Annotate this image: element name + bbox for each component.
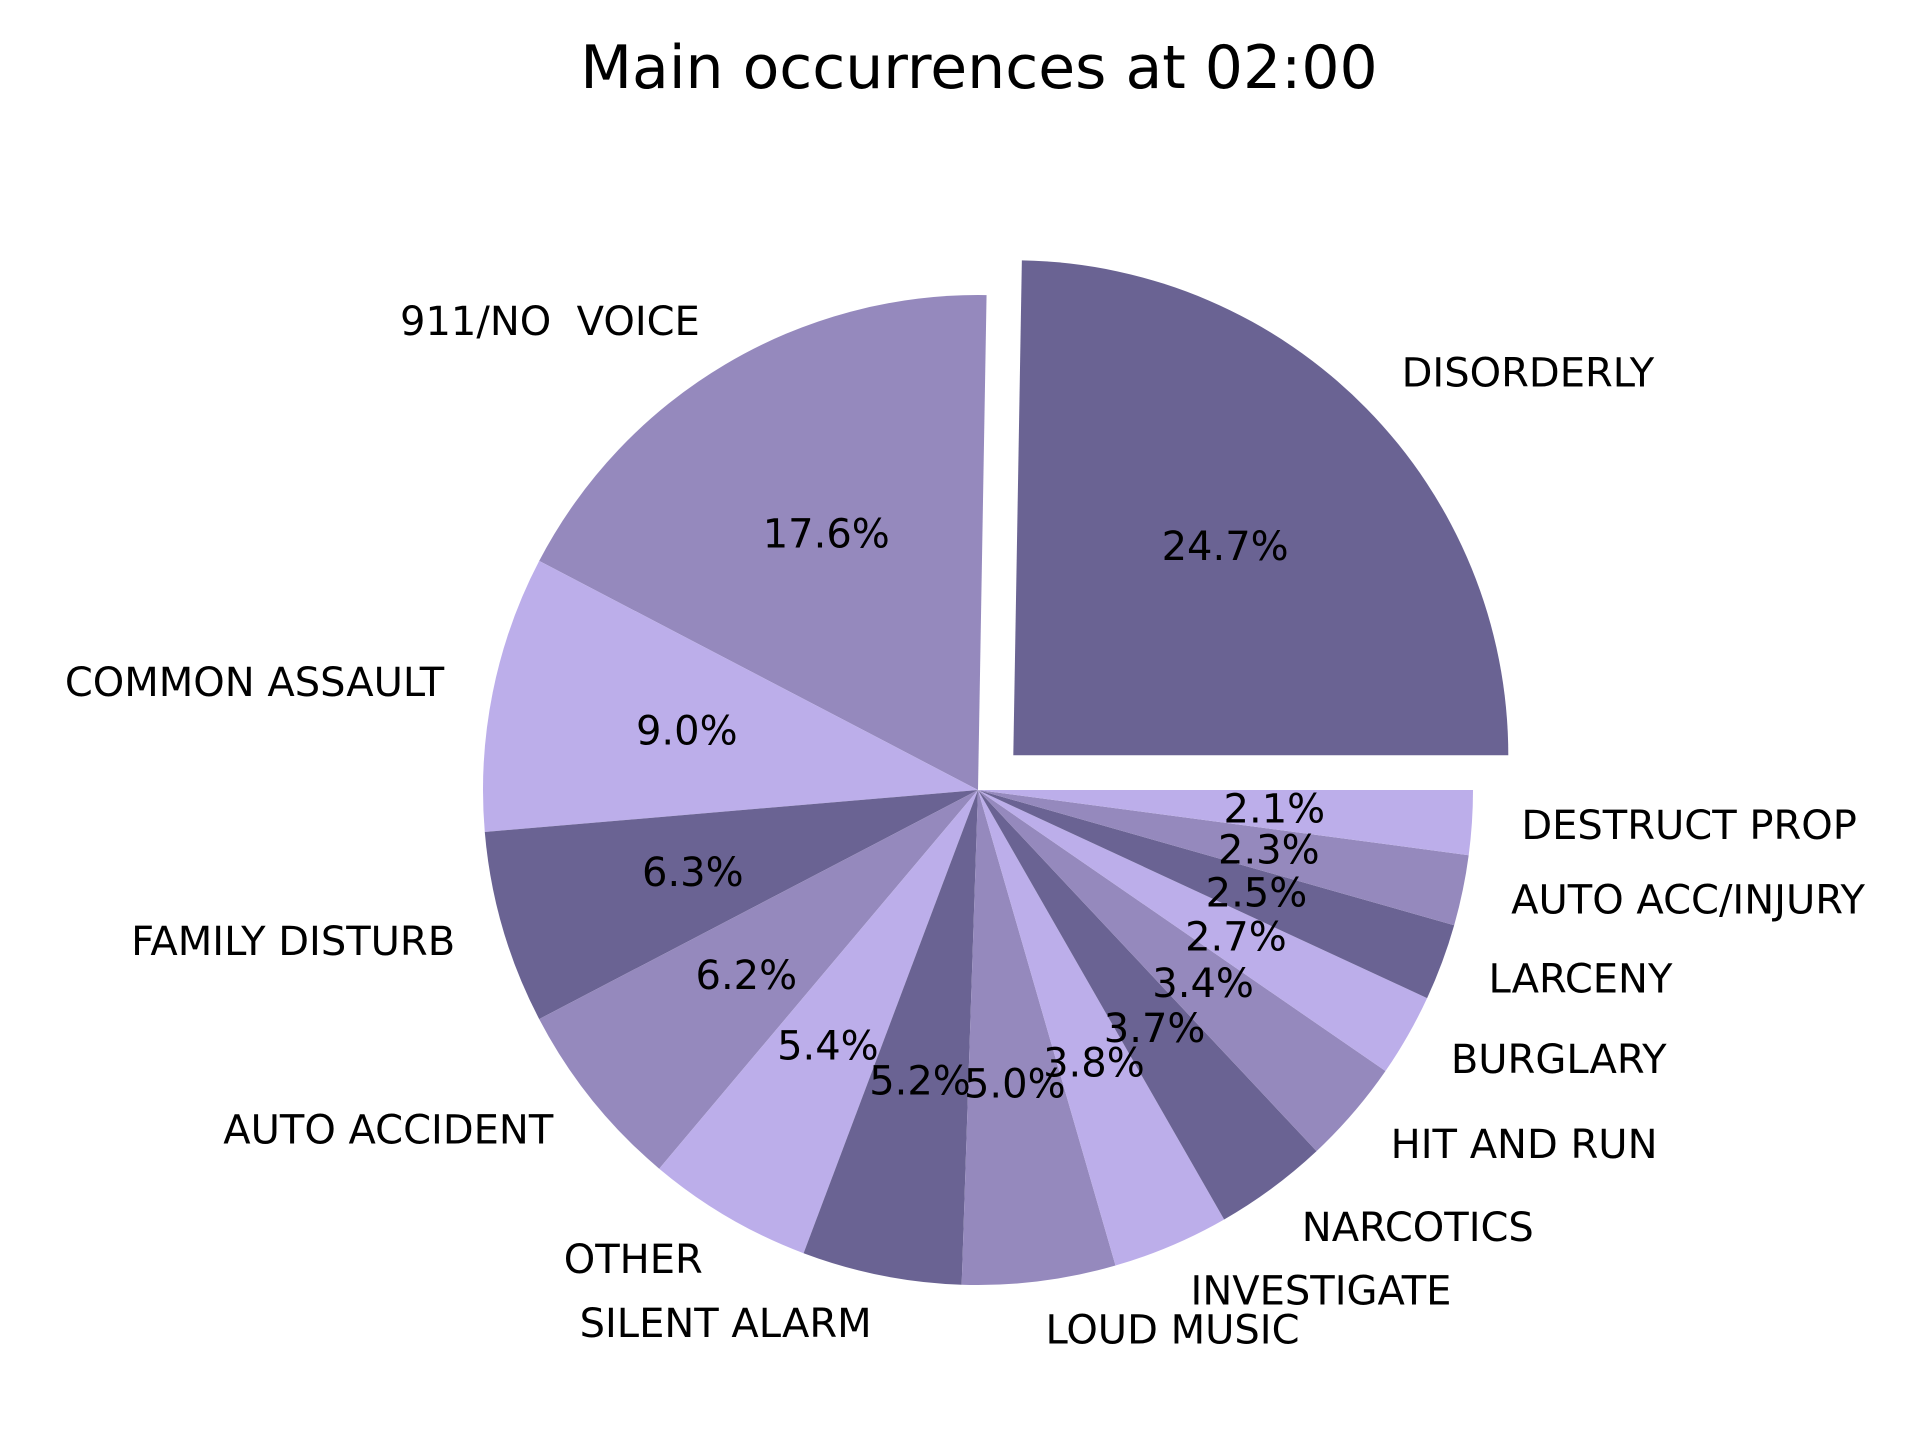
percent-label-hit-and-run: 3.4% — [1152, 961, 1254, 1007]
slice-label-narcotics: NARCOTICS — [1302, 1205, 1534, 1251]
slice-label-loud-music: LOUD MUSIC — [1045, 1307, 1299, 1353]
pie-slice-investigate — [978, 790, 1225, 1266]
pie-slice-family-disturb — [484, 790, 978, 1020]
percent-label-family-disturb: 6.3% — [642, 850, 744, 896]
pie-slice-loud-music — [961, 790, 1116, 1285]
pie-slice-hit-and-run — [978, 790, 1386, 1152]
pie-slice-larceny — [978, 790, 1455, 999]
slice-label-hit-and-run: HIT AND RUN — [1391, 1122, 1658, 1168]
percent-label-auto-accident: 6.2% — [696, 953, 798, 999]
percent-label-investigate: 3.8% — [1043, 1040, 1145, 1086]
percent-label-narcotics: 3.7% — [1104, 1006, 1206, 1052]
slice-label-911-no-voice: 911/NO VOICE — [400, 299, 700, 345]
pie-slice-common-assault — [483, 560, 978, 832]
percent-label-silent-alarm: 5.2% — [869, 1058, 971, 1104]
slice-labels: DISORDERLY 911/NO VOICE COMMON ASSAULT FAMI… — [65, 299, 1866, 1353]
pie-slices — [483, 260, 1509, 1285]
pie-slice-disorderly — [1013, 260, 1509, 756]
pie-slice-auto-acc-injury — [978, 790, 1469, 926]
slice-label-auto-accident: AUTO ACCIDENT — [223, 1108, 554, 1154]
slice-label-investigate: INVESTIGATE — [1191, 1268, 1452, 1314]
percent-label-larceny: 2.5% — [1206, 870, 1308, 916]
pie-slice-narcotics — [978, 790, 1317, 1220]
chart-title: Main occurrences at 02:00 — [580, 33, 1377, 103]
slice-label-auto-acc-injury: AUTO ACC/INJURY — [1511, 878, 1865, 924]
percent-label-auto-acc-injury: 2.3% — [1218, 827, 1320, 873]
slice-label-silent-alarm: SILENT ALARM — [580, 1301, 872, 1347]
percent-label-loud-music: 5.0% — [964, 1062, 1066, 1108]
slice-label-larceny: LARCENY — [1488, 956, 1672, 1002]
slice-label-burglary: BURGLARY — [1451, 1037, 1667, 1083]
percent-label-911-no-voice: 17.6% — [763, 512, 890, 558]
percent-label-disorderly: 24.7% — [1162, 524, 1289, 570]
pie-slice-other — [659, 790, 978, 1254]
slice-label-destruct-prop: DESTRUCT PROP — [1521, 803, 1857, 849]
percent-label-destruct-prop: 2.1% — [1224, 787, 1326, 833]
pie-slice-silent-alarm — [803, 790, 978, 1285]
percent-label-other: 5.4% — [777, 1023, 879, 1069]
slice-label-common-assault: COMMON ASSAULT — [65, 660, 445, 706]
slice-label-family-disturb: FAMILY DISTURB — [131, 919, 455, 965]
percent-label-burglary: 2.7% — [1185, 914, 1287, 960]
percent-labels: 24.7% 17.6% 9.0% 6.3% 6.2% 5.4%5.2%5.0%3.8%3.… — [636, 512, 1325, 1108]
pie-slice-destruct-prop — [978, 790, 1473, 856]
slice-label-disorderly: DISORDERLY — [1402, 351, 1655, 397]
pie-slice-burglary — [978, 790, 1428, 1072]
pie-slice-auto-accident — [539, 790, 978, 1169]
slice-label-other: OTHER — [564, 1237, 703, 1283]
pie-slice-911-no-voice — [539, 295, 987, 790]
percent-label-common-assault: 9.0% — [636, 709, 738, 755]
